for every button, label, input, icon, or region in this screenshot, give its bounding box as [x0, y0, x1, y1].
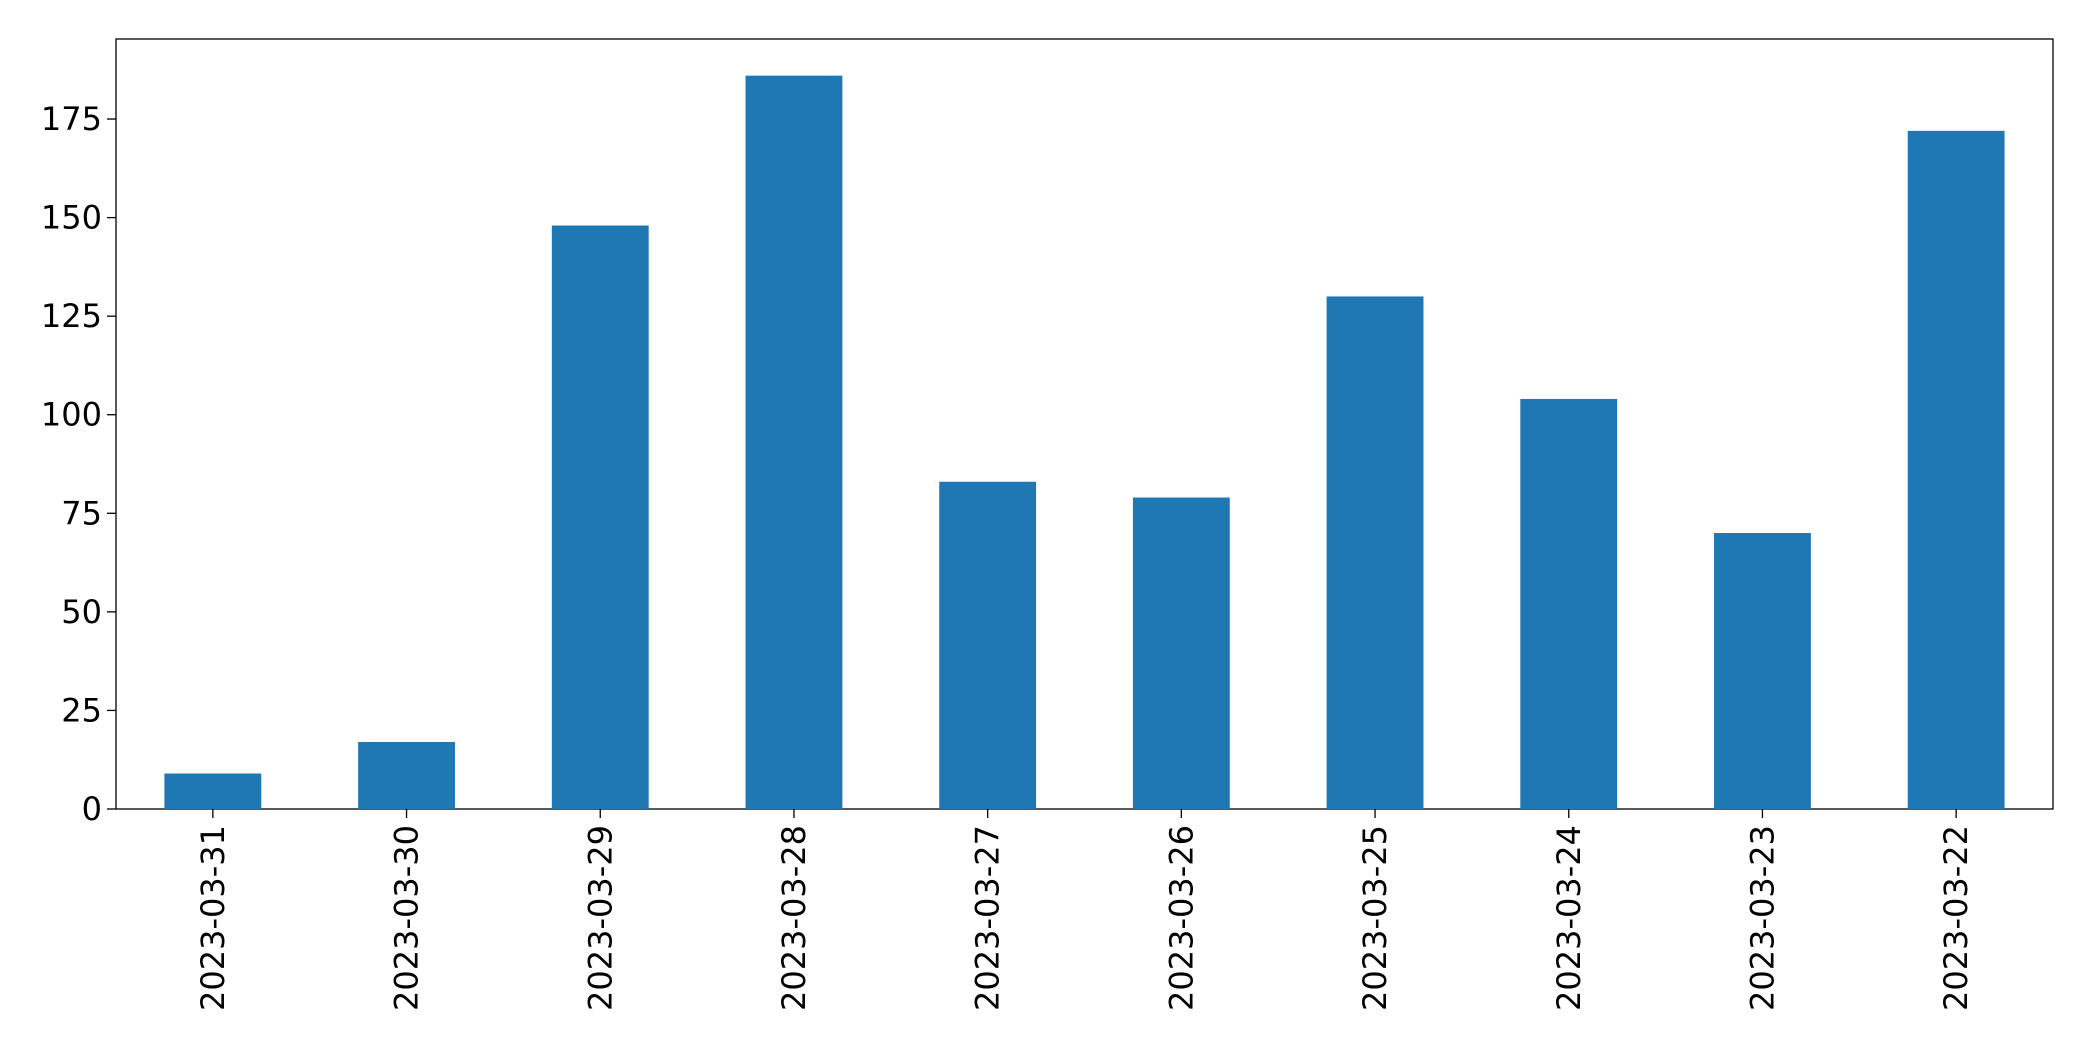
y-tick-label: 75 — [61, 494, 102, 532]
y-tick-label: 100 — [41, 396, 102, 434]
bar — [1326, 296, 1424, 809]
x-tick-label: 2023-03-22 — [1937, 825, 1975, 1011]
y-tick-label: 175 — [41, 100, 102, 138]
x-tick-label: 2023-03-23 — [1743, 825, 1781, 1011]
y-tick-label: 25 — [61, 691, 102, 729]
plot-frame — [115, 38, 2054, 810]
bar — [745, 75, 843, 809]
y-tick-label: 0 — [82, 790, 102, 828]
bar — [1520, 398, 1618, 809]
y-tick-label: 50 — [61, 593, 102, 631]
bar — [1132, 497, 1230, 809]
x-tick-label: 2023-03-29 — [581, 825, 619, 1011]
bar — [1714, 533, 1811, 809]
bar — [1907, 130, 2005, 810]
x-tick-label: 2023-03-30 — [388, 825, 426, 1011]
bar — [164, 773, 262, 809]
x-tick-label: 2023-03-28 — [775, 825, 813, 1011]
x-tick-label: 2023-03-31 — [194, 825, 232, 1011]
y-tick-label: 125 — [41, 297, 102, 335]
x-tick-label: 2023-03-27 — [969, 825, 1007, 1011]
x-tick-label: 2023-03-25 — [1356, 825, 1394, 1011]
bar — [939, 481, 1037, 809]
bar — [358, 741, 455, 809]
x-tick-label: 2023-03-26 — [1162, 825, 1200, 1011]
x-tick-label: 2023-03-24 — [1550, 825, 1588, 1011]
y-tick-label: 150 — [41, 199, 102, 237]
bar — [551, 225, 649, 810]
